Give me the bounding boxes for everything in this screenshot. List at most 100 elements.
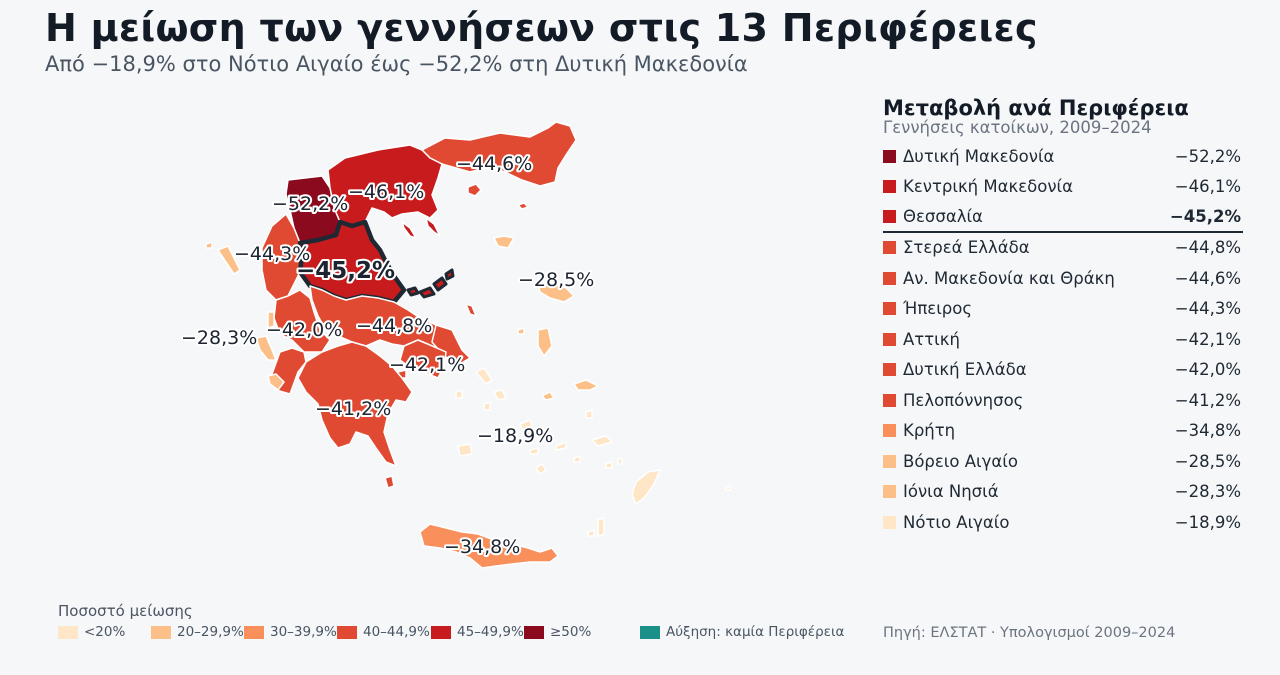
region-value: −28,3% — [1174, 482, 1241, 502]
color-swatch — [883, 363, 896, 377]
legend-swatch — [337, 625, 357, 639]
island-agios-efstratios[interactable] — [517, 327, 525, 335]
legend-swatch — [431, 625, 451, 639]
island-leros[interactable] — [585, 409, 593, 419]
island-limnos[interactable] — [493, 235, 515, 249]
island-kefalonia[interactable] — [255, 335, 277, 361]
island-alonissos[interactable] — [432, 276, 448, 292]
legend-swatch — [58, 625, 78, 639]
ranking-row: Κρήτη −34,8% — [883, 416, 1243, 447]
region-attiki[interactable] — [399, 339, 447, 379]
color-swatch — [883, 241, 896, 255]
color-swatch — [883, 485, 896, 499]
island-ios[interactable] — [529, 447, 539, 455]
color-swatch — [883, 149, 896, 163]
island-kasos[interactable] — [587, 529, 595, 537]
ranking-row: Νότιο Αιγαίο −18,9% — [883, 507, 1243, 538]
island-kos[interactable] — [591, 435, 613, 447]
region-name: Πελοπόννησος — [903, 390, 1024, 410]
island-paros[interactable] — [503, 425, 515, 437]
island-tinos[interactable] — [493, 389, 507, 401]
legend-swatch — [524, 625, 544, 639]
island-skopelos[interactable] — [418, 286, 436, 299]
region-ipeiros[interactable] — [261, 213, 303, 301]
ranking-row: Στερεά Ελλάδα −44,8% — [883, 233, 1243, 264]
color-swatch — [883, 454, 896, 468]
map-label-thessalia: −45,2% — [296, 258, 395, 284]
region-peloponnisos[interactable] — [297, 341, 413, 467]
island-tilos[interactable] — [605, 461, 613, 469]
island-symi[interactable] — [617, 457, 623, 465]
region-name: Αττική — [903, 329, 960, 349]
color-swatch — [883, 180, 896, 194]
region-value: −42,0% — [1174, 360, 1241, 380]
island-zakynthos[interactable] — [267, 373, 285, 391]
map-label-notio-aigaio: −18,9% — [477, 425, 553, 447]
island-rodos[interactable] — [631, 469, 661, 505]
island-kastellorizo[interactable] — [725, 485, 731, 491]
legend-label: ≥50% — [550, 624, 592, 640]
region-value: −42,1% — [1174, 329, 1241, 349]
island-skiathos[interactable] — [406, 286, 420, 297]
region-value: −44,8% — [1174, 238, 1241, 258]
map-label-sterea-ellada: −44,8% — [356, 315, 432, 337]
region-value: −44,3% — [1174, 299, 1241, 319]
color-swatch — [883, 302, 896, 316]
greece-choropleth-map: −52,2% −46,1% −44,6% −44,3% −45,2% −28,5… — [179, 121, 731, 569]
island-lefkada[interactable] — [267, 311, 275, 329]
region-an-makedonia-thraki[interactable] — [421, 121, 577, 187]
island-kea[interactable] — [455, 389, 463, 399]
island-paxoi[interactable] — [205, 241, 213, 249]
ranking-list: Δυτική Μακεδονία −52,2% Κεντρική Μακεδονί… — [883, 141, 1243, 538]
island-chios[interactable] — [537, 327, 553, 357]
legend-swatch — [151, 625, 171, 639]
region-name: Κρήτη — [903, 421, 956, 441]
region-dytiki-ellada[interactable] — [271, 289, 331, 395]
island-samos[interactable] — [573, 379, 599, 391]
island-evia[interactable] — [431, 324, 471, 365]
island-ikaria[interactable] — [541, 391, 555, 401]
island-skyros[interactable] — [465, 303, 477, 317]
region-kriti[interactable] — [419, 523, 559, 569]
island-amorgos[interactable] — [555, 441, 567, 451]
region-ranking-panel: Μεταβολή ανά Περιφέρεια Γεννήσεις κατοίκ… — [883, 96, 1243, 538]
island-northern-sporades[interactable] — [444, 268, 455, 281]
region-value: −52,2% — [1174, 146, 1241, 166]
legend-label: 45–49,9% — [457, 624, 524, 640]
map-label-ipeiros: −44,3% — [234, 243, 310, 265]
island-milos[interactable] — [457, 443, 473, 457]
region-value: −45,2% — [1169, 206, 1241, 226]
legend-label: 40–44,9% — [363, 624, 430, 640]
legend-item: ≥50% — [524, 624, 591, 640]
map-label-kriti: −34,8% — [444, 536, 520, 558]
peninsula-chalkidiki-1[interactable] — [401, 221, 417, 239]
legend-label: 20–29,9% — [177, 624, 244, 640]
island-syros[interactable] — [483, 401, 491, 411]
ranking-row: Κεντρική Μακεδονία −46,1% — [883, 172, 1243, 203]
island-kythira[interactable] — [384, 475, 395, 489]
island-naxos[interactable] — [519, 419, 535, 439]
map-label-dytiki-makedonia: −52,2% — [272, 193, 348, 215]
island-astypalaia[interactable] — [573, 455, 581, 463]
island-thasos[interactable] — [467, 183, 482, 197]
island-karpathos[interactable] — [597, 517, 605, 537]
region-name: Στερεά Ελλάδα — [903, 238, 1030, 258]
page-subtitle: Από −18,9% στο Νότιο Αιγαίο έως −52,2% σ… — [45, 52, 748, 76]
region-value: −41,2% — [1174, 390, 1241, 410]
island-lesvos[interactable] — [537, 281, 575, 303]
island-andros[interactable] — [475, 367, 493, 385]
map-label-ionia-nisia: −28,3% — [181, 327, 257, 349]
peninsula-chalkidiki-2[interactable] — [425, 217, 441, 237]
island-santorini[interactable] — [535, 463, 547, 475]
legend-label: 30–39,9% — [270, 624, 337, 640]
ranking-row-highlighted: Θεσσαλία −45,2% — [883, 202, 1243, 233]
region-value: −46,1% — [1174, 177, 1241, 197]
island-samothraki[interactable] — [517, 202, 529, 210]
region-name: Δυτική Ελλάδα — [903, 360, 1027, 380]
color-swatch — [883, 424, 896, 438]
island-kerkyra[interactable] — [217, 245, 241, 275]
region-name: Αν. Μακεδονία και Θράκη — [903, 268, 1115, 288]
legend-label: <20% — [84, 624, 126, 640]
legend-label: Αύξηση: καμία Περιφέρεια — [666, 624, 845, 640]
legend-item: 40–44,9% — [337, 624, 430, 640]
